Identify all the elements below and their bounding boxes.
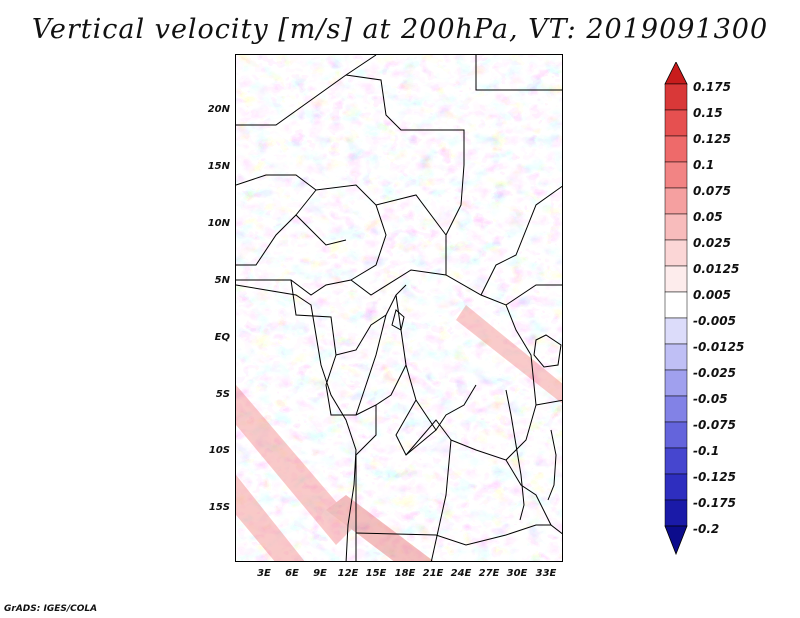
- colorbar-swatch: [664, 447, 688, 475]
- colorbar-swatch: [664, 265, 688, 293]
- lat-label-15s: 15S: [208, 502, 230, 513]
- colorbar-label: 0.075: [693, 184, 731, 198]
- colorbar-label: -0.0125: [693, 340, 745, 354]
- colorbar-label: 0.0125: [693, 262, 740, 276]
- colorbar-label: -0.05: [693, 392, 728, 406]
- colorbar-swatch: [664, 369, 688, 397]
- colorbar: [664, 62, 688, 556]
- colorbar-swatch: [664, 135, 688, 163]
- velocity-field: [236, 55, 562, 561]
- lon-label-15e: 15E: [365, 568, 387, 579]
- country-borders: [236, 55, 562, 561]
- colorbar-label: 0.15: [693, 106, 723, 120]
- lon-label-18e: 18E: [394, 568, 416, 579]
- lat-label-10n: 10N: [207, 218, 230, 229]
- colorbar-swatch: [664, 213, 688, 241]
- lat-label-eq: EQ: [214, 332, 230, 343]
- map-title: Vertical velocity [m/s] at 200hPa, VT: 2…: [31, 14, 769, 45]
- lon-label-3e: 3E: [257, 568, 271, 579]
- colorbar-swatch: [664, 161, 688, 189]
- colorbar-top-arrow: [664, 62, 688, 85]
- colorbar-label: -0.025: [693, 366, 736, 380]
- colorbar-label: -0.075: [693, 418, 736, 432]
- lon-label-33e: 33E: [535, 568, 557, 579]
- colorbar-label: 0.025: [693, 236, 731, 250]
- lon-label-9e: 9E: [313, 568, 327, 579]
- velocity-map: [235, 54, 563, 562]
- coastline: [236, 284, 357, 561]
- lon-label-6e: 6E: [285, 568, 299, 579]
- colorbar-label: 0.005: [693, 288, 731, 302]
- colorbar-swatch: [664, 187, 688, 215]
- lat-label-5n: 5N: [214, 275, 230, 286]
- colorbar-label: -0.005: [693, 314, 736, 328]
- colorbar-swatch: [664, 239, 688, 267]
- grads-credit: GrADS: IGES/COLA: [4, 604, 98, 614]
- colorbar-swatch: [664, 343, 688, 371]
- lat-label-5s: 5S: [215, 389, 230, 400]
- velocity-shading: [236, 55, 562, 561]
- colorbar-bottom-arrow: [664, 525, 688, 556]
- colorbar-label: -0.2: [693, 522, 720, 536]
- colorbar-swatch: [664, 473, 688, 501]
- lake-chad: [391, 309, 405, 331]
- lon-label-30e: 30E: [506, 568, 528, 579]
- colorbar-swatch: [664, 109, 688, 137]
- colorbar-label: -0.175: [693, 496, 736, 510]
- colorbar-label: -0.125: [693, 470, 736, 484]
- colorbar-swatch: [664, 291, 688, 319]
- lake-malawi: [547, 429, 557, 501]
- lon-label-21e: 21E: [422, 568, 444, 579]
- colorbar-label: 0.05: [693, 210, 723, 224]
- lon-label-24e: 24E: [450, 568, 472, 579]
- lon-label-27e: 27E: [478, 568, 500, 579]
- lake-victoria: [533, 334, 562, 368]
- colorbar-label: 0.1: [693, 158, 715, 172]
- lat-label-15n: 15N: [207, 161, 230, 172]
- lon-label-12e: 12E: [337, 568, 359, 579]
- colorbar-label: 0.125: [693, 132, 731, 146]
- colorbar-swatch: [664, 395, 688, 423]
- colorbar-swatch: [664, 499, 688, 527]
- colorbar-swatch: [664, 317, 688, 345]
- lakes: [391, 309, 562, 521]
- colorbar-swatch: [664, 421, 688, 449]
- colorbar-label: -0.1: [693, 444, 720, 458]
- lat-label-10s: 10S: [208, 445, 230, 456]
- lat-label-20n: 20N: [207, 104, 230, 115]
- colorbar-label: 0.175: [693, 80, 731, 94]
- lake-tanganyika: [505, 389, 525, 521]
- colorbar-swatch: [664, 83, 688, 111]
